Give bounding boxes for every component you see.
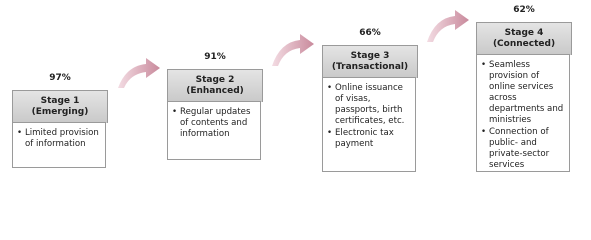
stage-header: Stage 3 (Transactional): [322, 45, 418, 78]
stage-subtitle: (Transactional): [331, 62, 409, 72]
arrow: [272, 34, 314, 66]
stage-percent: 97%: [49, 73, 71, 83]
arrow: [118, 58, 160, 88]
stage-percent: 91%: [204, 52, 226, 62]
stage-title: Stage 3: [350, 51, 390, 61]
arrow: [427, 10, 469, 42]
bullet-item: Connection of public- and private-sector…: [481, 127, 567, 171]
bullet-item: Electronic tax payment: [327, 128, 413, 150]
stage-header: Stage 2 (Enhanced): [167, 69, 263, 102]
stage-subtitle: (Enhanced): [186, 86, 244, 96]
stage-title: Stage 4: [504, 28, 544, 38]
bullet-item: Limited provision of information: [17, 128, 103, 150]
stage-body: Online issuance of visas, passports, bir…: [322, 77, 416, 172]
page: {"stages": [ {"percent": "97%", "title":…: [0, 0, 591, 184]
stage-body: Regular updates of contents and informat…: [167, 101, 261, 160]
bullet-item: Online issuance of visas, passports, bir…: [327, 83, 413, 127]
arrows: [118, 10, 469, 88]
stage-body: Seamless provision of online services ac…: [476, 54, 570, 172]
stage-title: Stage 1: [40, 96, 80, 106]
bullet-item: Regular updates of contents and informat…: [172, 107, 258, 140]
stage-header: Stage 4 (Connected): [476, 22, 572, 55]
stage-header: Stage 1 (Emerging): [12, 90, 108, 123]
stage-subtitle: (Emerging): [31, 107, 89, 117]
stage-percent: 66%: [359, 28, 381, 38]
stage-percent: 62%: [513, 5, 535, 15]
stage-subtitle: (Connected): [492, 39, 556, 49]
stage-title: Stage 2: [195, 75, 235, 85]
stage-body: Limited provision of information: [12, 122, 106, 168]
bullet-item: Seamless provision of online services ac…: [481, 60, 567, 126]
